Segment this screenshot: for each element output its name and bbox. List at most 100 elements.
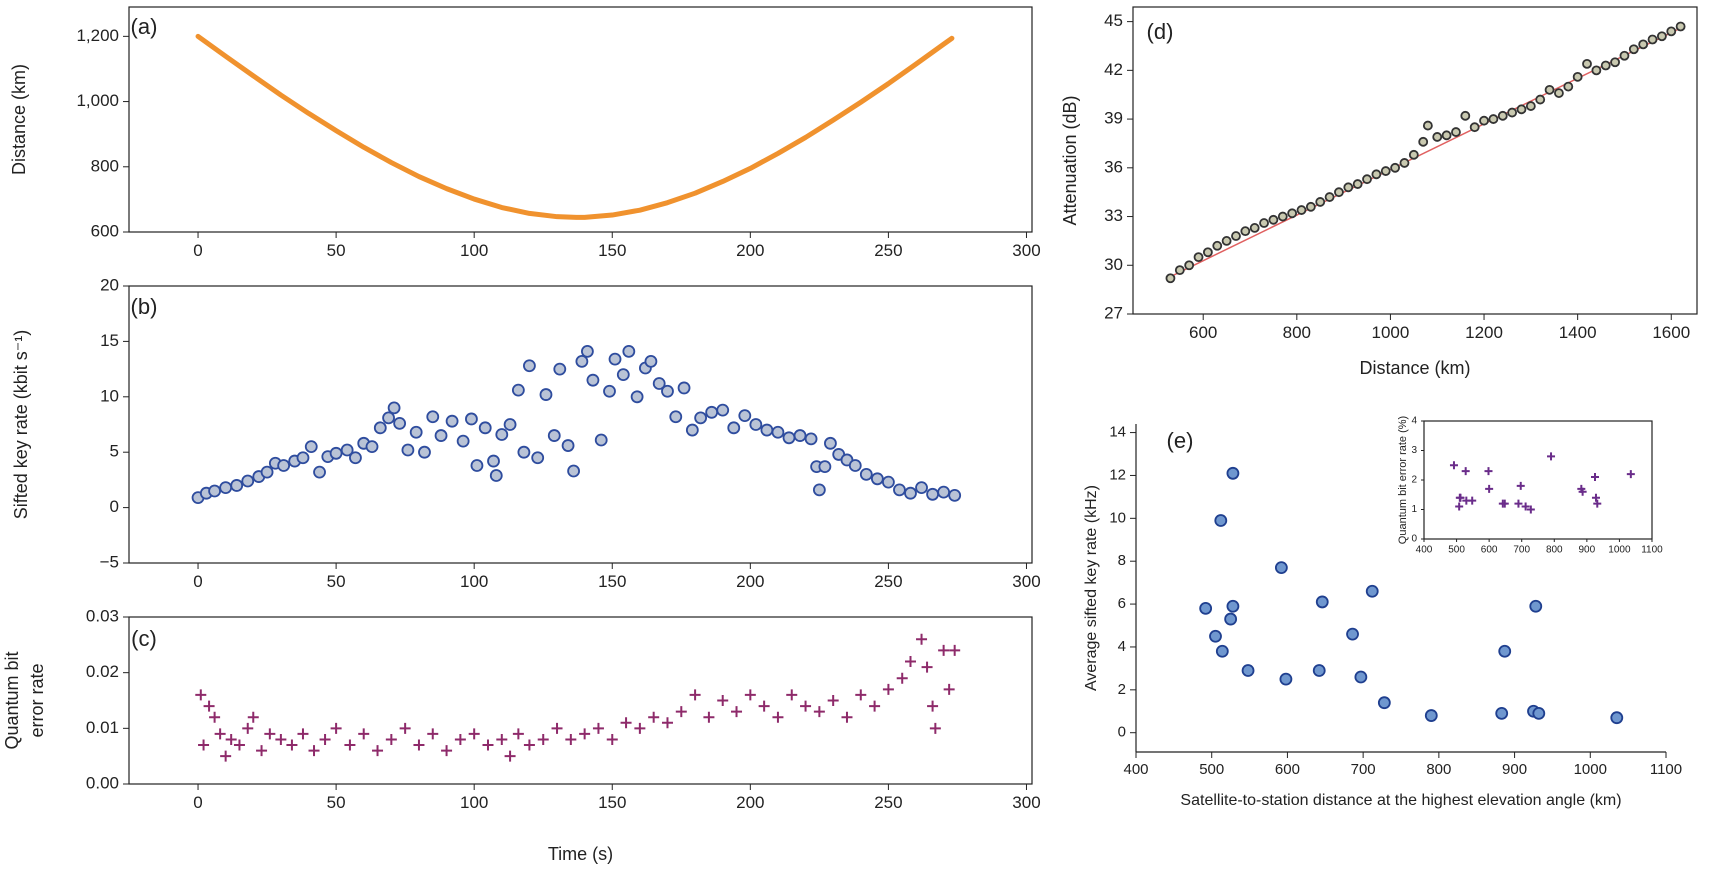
data-point (1526, 505, 1535, 514)
data-point (1451, 127, 1461, 137)
x-tick-label: 400 (1416, 545, 1433, 556)
data-point (537, 733, 549, 745)
data-point (1593, 499, 1602, 508)
data-point (1315, 197, 1326, 207)
data-point (848, 459, 862, 472)
plot-frame (1132, 6, 1698, 315)
data-point (652, 377, 666, 390)
data-point (793, 429, 807, 442)
y-tick-label: 4 (1118, 638, 1126, 655)
data-point (565, 733, 577, 745)
data-point (1516, 104, 1527, 115)
data-point (418, 445, 431, 459)
data-point (575, 354, 589, 368)
data-point (1418, 136, 1429, 147)
data-point (1455, 502, 1464, 511)
data-point (622, 344, 636, 358)
data-point (372, 745, 384, 757)
data-point (1199, 601, 1213, 615)
x-tick-label: 1200 (1465, 323, 1503, 342)
data-point (841, 711, 853, 723)
x-tick-label: 700 (1351, 761, 1376, 778)
data-line (195, 33, 955, 220)
data-point (949, 644, 961, 656)
data-point (220, 750, 232, 762)
data-point (1469, 122, 1480, 133)
data-point (1460, 110, 1471, 121)
data-point (782, 431, 796, 445)
data-point (277, 459, 291, 472)
y-tick-label: 1,200 (76, 26, 119, 45)
data-point (454, 733, 466, 745)
data-point (594, 433, 608, 447)
data-point (1184, 260, 1195, 271)
data-point (1628, 44, 1639, 55)
data-point (296, 451, 310, 465)
y-tick-label: 0.03 (86, 606, 119, 625)
data-point (1312, 664, 1326, 677)
panel-label: (e) (1167, 428, 1194, 453)
data-point (426, 410, 440, 424)
y-axis-label: Quantum bit error rate (%) (1397, 416, 1409, 544)
data-point (882, 475, 895, 489)
x-tick-label: 200 (736, 793, 764, 812)
data-point (219, 481, 233, 495)
data-point (1354, 670, 1368, 684)
data-point (1647, 34, 1658, 45)
x-tick-label: 150 (598, 241, 626, 260)
y-tick-label: 8 (1118, 552, 1126, 569)
data-point (882, 683, 894, 695)
y-tick-label: 12 (1109, 466, 1126, 483)
data-point (1390, 162, 1401, 173)
data-point (434, 429, 448, 442)
data-point (393, 416, 407, 430)
data-point (1371, 169, 1382, 180)
x-tick-label: 900 (1579, 545, 1596, 556)
data-point (1535, 94, 1546, 105)
data-point (496, 733, 508, 745)
data-point (727, 421, 741, 435)
data-point (344, 739, 356, 751)
data-point (297, 728, 309, 740)
data-point (1514, 499, 1523, 508)
data-point (581, 344, 594, 358)
data-point (694, 411, 708, 425)
data-point (1221, 236, 1232, 246)
x-tick-label: 0 (193, 572, 202, 591)
y-tick-label: 600 (91, 221, 119, 240)
data-point (523, 359, 536, 373)
y-tick-label: 6 (1118, 595, 1126, 612)
x-tick-label: 100 (460, 572, 488, 591)
data-point (1212, 240, 1223, 251)
data-point (1209, 629, 1222, 643)
x-tick-label: 300 (1012, 572, 1040, 591)
data-point (1532, 707, 1546, 720)
data-point (401, 443, 415, 457)
data-point (1277, 211, 1288, 222)
data-point (1525, 101, 1536, 111)
data-point (456, 434, 470, 448)
data-point (1224, 612, 1238, 626)
y-tick-label: 0 (1411, 534, 1417, 545)
data-point (1287, 208, 1298, 219)
y-tick-label: 0.01 (86, 718, 119, 737)
data-point (824, 436, 837, 450)
y-axis-label: Distance (km) (9, 64, 29, 175)
data-point (1498, 644, 1512, 658)
data-point (1544, 84, 1555, 95)
panel: 600 800 1,000 1,200 0 50 100 150 200 250 300 Distan… (9, 6, 1041, 260)
data-point (517, 445, 531, 459)
data-point (1638, 39, 1649, 50)
data-point (1352, 179, 1363, 189)
data-point (1241, 664, 1255, 677)
data-point (233, 739, 245, 751)
data-point (523, 739, 535, 751)
data-point (1529, 599, 1543, 613)
data-point (648, 711, 660, 723)
data-point (1516, 481, 1525, 490)
data-point (495, 428, 509, 441)
data-point (948, 489, 962, 502)
data-point (677, 381, 691, 395)
x-tick-label: 250 (874, 793, 902, 812)
